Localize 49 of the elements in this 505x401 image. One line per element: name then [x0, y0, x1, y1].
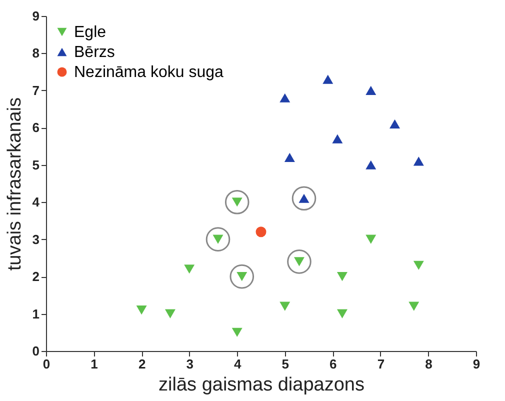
- x-tick-label: 8: [425, 356, 432, 372]
- point: [366, 160, 376, 170]
- point: [280, 93, 290, 102]
- point: [280, 302, 290, 311]
- y-tick-label: 9: [32, 8, 40, 24]
- point: [366, 86, 376, 95]
- x-tick-label: 0: [42, 356, 50, 372]
- point: [136, 306, 147, 315]
- x-tick-label: 4: [234, 356, 242, 372]
- legend-label: Egle: [74, 24, 106, 41]
- point: [413, 260, 424, 270]
- point: [232, 328, 242, 337]
- y-tick-label: 1: [32, 306, 40, 322]
- y-tick-label: 5: [32, 157, 40, 172]
- point: [366, 234, 376, 244]
- point: [184, 264, 195, 274]
- y-tick-label: 8: [32, 46, 40, 61]
- legend-label: Bērzs: [74, 44, 115, 61]
- point: [224, 190, 250, 214]
- point: [408, 302, 420, 311]
- point: [413, 156, 424, 166]
- y-tick-label: 7: [32, 82, 40, 98]
- point: [292, 186, 316, 211]
- x-tick-label: 7: [377, 356, 385, 372]
- y-tick-label: 0: [32, 344, 40, 358]
- x-axis-title: zilās gaismas diapazons: [158, 374, 364, 396]
- x-tick-label: 1: [90, 356, 98, 372]
- x-tick-label: 9: [472, 356, 480, 372]
- point: [332, 134, 343, 144]
- point: [336, 272, 348, 282]
- x-tick-label: 2: [138, 356, 146, 372]
- point: [322, 74, 334, 84]
- y-tick-label: 3: [32, 232, 40, 247]
- point: [390, 119, 400, 128]
- x-tick-label: 5: [282, 356, 290, 372]
- point: [206, 227, 230, 252]
- y-tick-label: 2: [32, 269, 40, 284]
- point: [336, 309, 348, 318]
- y-tick-label: 6: [32, 120, 40, 136]
- x-tick-label: 6: [330, 356, 337, 372]
- y-axis-title: tuvais infrasarkanais: [4, 97, 26, 271]
- point: [256, 226, 266, 238]
- point: [230, 264, 254, 289]
- x-tick-label: 3: [186, 356, 194, 372]
- y-tick-label: 4: [32, 194, 40, 210]
- legend-label: Nezināma koku suga: [74, 64, 224, 81]
- point: [287, 250, 312, 274]
- point: [284, 152, 295, 162]
- point: [164, 309, 176, 318]
